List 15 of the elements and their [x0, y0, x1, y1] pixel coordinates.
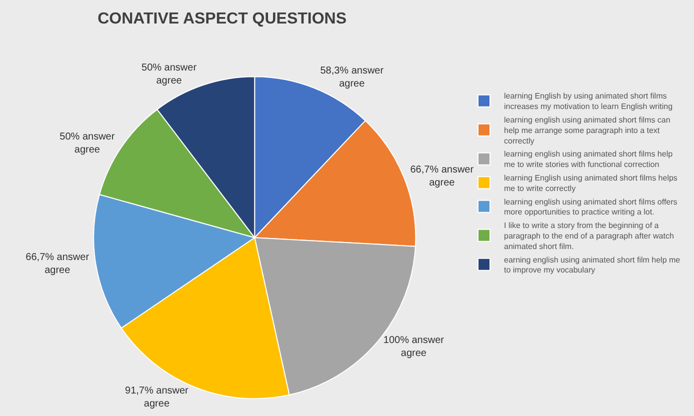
- data-label: 58,3% answer agree: [320, 66, 384, 90]
- data-label: 91,7% answer agree: [125, 386, 190, 410]
- data-label: 100% answer agree: [383, 334, 445, 359]
- legend-label: learning english using animated short films can help me arrange some paragraph into a text correctly: [504, 116, 670, 146]
- chart-title: CONATIVE ASPECT QUESTIONS: [98, 10, 347, 28]
- legend-label: I like to write a story from the beginning of a paragraph to the end of a paragraph after watch animated short film.: [504, 221, 674, 251]
- legend-label: learning English using animated short films helps me to write correctly: [504, 174, 678, 193]
- data-label: 50% answer agree: [142, 62, 198, 86]
- legend-label: learning english using animated short films help me to write stories with functional correction: [504, 150, 674, 170]
- data-label: 50% answer agree: [60, 131, 116, 156]
- data-label: 66,7% answer agree: [26, 252, 90, 276]
- legend-label: learning English by using animated short films increases my motivation to learn English writing: [504, 92, 673, 112]
- legend-label: learning english using animated short films offers more opportunities to practice writing a lot.: [504, 197, 678, 217]
- data-label: 66,7% answer agree: [410, 164, 474, 188]
- legend-label: earning english using animated short film help me to improve my vocabulary: [504, 255, 681, 275]
